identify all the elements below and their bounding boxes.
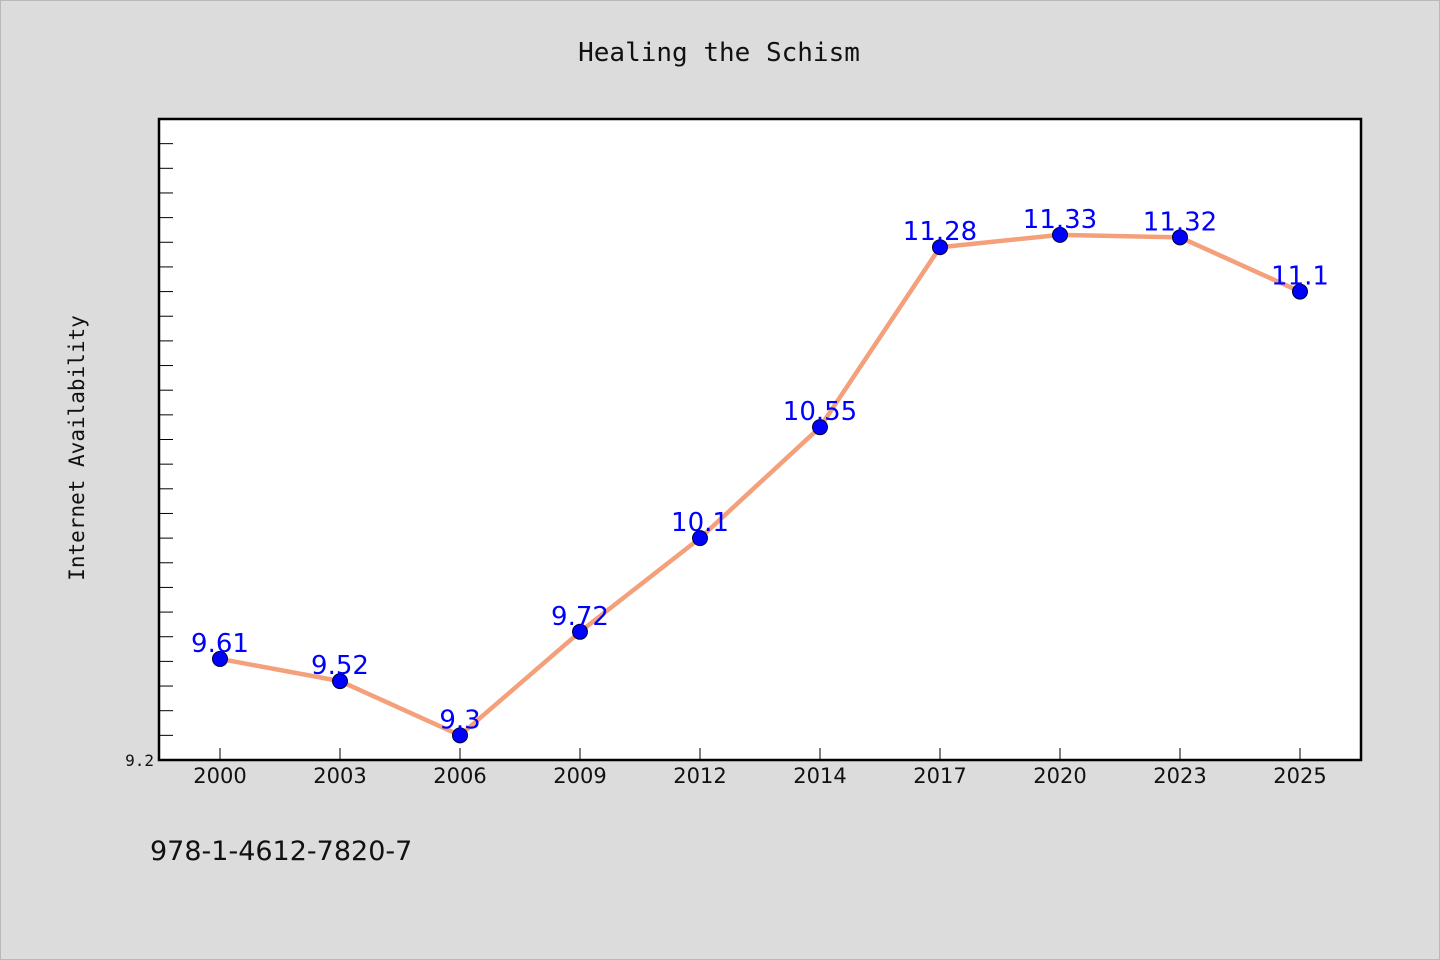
x-tick-label: 2017 bbox=[913, 764, 966, 788]
data-point bbox=[812, 419, 828, 436]
isbn-text: 978-1-4612-7820-7 bbox=[150, 836, 413, 867]
y-tick-label: 9.2 bbox=[125, 751, 154, 770]
data-point bbox=[452, 727, 468, 744]
data-label: 11.32 bbox=[1143, 207, 1217, 237]
y-axis: 9.2 bbox=[125, 143, 173, 770]
plot-area bbox=[157, 117, 1363, 762]
x-tick-label: 2009 bbox=[553, 764, 606, 788]
data-label: 10.55 bbox=[783, 397, 857, 427]
chart-title: Healing the Schism bbox=[578, 38, 860, 68]
series: 9.61 9.52 9.3 9.72 10.1 10.55 11.28 11.33 11.32 1… bbox=[191, 205, 1329, 744]
data-point bbox=[1292, 283, 1308, 300]
x-tick-label: 2023 bbox=[1153, 764, 1206, 788]
data-label: 11.28 bbox=[903, 217, 977, 247]
data-point bbox=[1172, 229, 1188, 246]
data-label: 9.52 bbox=[311, 651, 369, 681]
x-tick-label: 2000 bbox=[193, 764, 246, 788]
data-point bbox=[932, 239, 948, 256]
x-tick-label: 2006 bbox=[433, 764, 486, 788]
y-axis-label: Internet Availability bbox=[65, 315, 89, 581]
data-point bbox=[1052, 226, 1068, 243]
data-label: 11.1 bbox=[1271, 262, 1329, 292]
data-label: 10.1 bbox=[671, 508, 729, 538]
x-axis: 2000 2003 2006 2009 2012 2014 2017 2020 2023 2025 bbox=[193, 748, 1327, 788]
data-point bbox=[332, 673, 348, 690]
data-label: 9.3 bbox=[439, 705, 480, 735]
data-point bbox=[212, 650, 228, 667]
x-tick-label: 2012 bbox=[673, 764, 726, 788]
data-point bbox=[572, 623, 588, 640]
x-tick-label: 2003 bbox=[313, 764, 366, 788]
data-label: 9.72 bbox=[551, 602, 609, 632]
data-label: 11.33 bbox=[1023, 205, 1097, 235]
x-tick-label: 2025 bbox=[1273, 764, 1326, 788]
x-tick-label: 2014 bbox=[793, 764, 846, 788]
data-label: 9.61 bbox=[191, 629, 249, 659]
data-point bbox=[692, 530, 708, 547]
x-tick-label: 2020 bbox=[1033, 764, 1086, 788]
series-line bbox=[217, 232, 1303, 738]
